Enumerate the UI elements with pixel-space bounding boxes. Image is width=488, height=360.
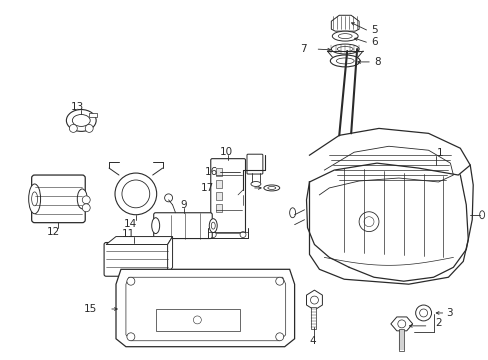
Ellipse shape (151, 218, 160, 234)
FancyBboxPatch shape (153, 213, 212, 239)
Polygon shape (126, 277, 285, 341)
Circle shape (210, 231, 216, 238)
Text: 13: 13 (71, 102, 84, 112)
Circle shape (358, 212, 378, 231)
Bar (216, 192, 222, 200)
Ellipse shape (66, 109, 96, 131)
Circle shape (415, 305, 431, 321)
Circle shape (193, 316, 201, 324)
Circle shape (419, 309, 427, 317)
Ellipse shape (250, 181, 260, 186)
FancyBboxPatch shape (210, 159, 245, 233)
Circle shape (127, 333, 135, 341)
Ellipse shape (332, 31, 357, 41)
Circle shape (69, 125, 77, 132)
Bar (216, 168, 222, 176)
Circle shape (82, 196, 90, 204)
Polygon shape (167, 237, 172, 274)
Ellipse shape (289, 208, 295, 218)
Bar (311, 307, 316, 329)
FancyBboxPatch shape (104, 243, 169, 276)
FancyBboxPatch shape (32, 175, 85, 223)
Circle shape (85, 125, 93, 132)
Ellipse shape (122, 180, 149, 208)
FancyBboxPatch shape (246, 154, 263, 174)
Text: 10: 10 (219, 147, 232, 157)
Ellipse shape (267, 186, 275, 189)
Circle shape (164, 194, 172, 202)
Ellipse shape (32, 192, 38, 206)
Polygon shape (106, 237, 172, 244)
Text: 15: 15 (84, 304, 97, 314)
Polygon shape (331, 15, 358, 31)
Text: 14: 14 (124, 219, 137, 229)
Circle shape (275, 333, 283, 341)
Ellipse shape (209, 219, 217, 233)
Polygon shape (390, 317, 412, 331)
Ellipse shape (29, 184, 41, 214)
Text: 17: 17 (201, 183, 214, 193)
Circle shape (275, 277, 283, 285)
Circle shape (310, 296, 318, 304)
Text: 2: 2 (435, 318, 441, 328)
Ellipse shape (77, 189, 87, 209)
Text: 5: 5 (370, 25, 377, 35)
Bar (398, 329, 403, 351)
Bar (89, 113, 97, 117)
Text: 4: 4 (308, 336, 315, 346)
Bar (155, 309, 240, 331)
Ellipse shape (330, 55, 359, 67)
Text: 3: 3 (446, 308, 452, 318)
Circle shape (397, 320, 405, 328)
Text: 7: 7 (299, 44, 306, 54)
Text: 6: 6 (370, 37, 377, 47)
Bar (216, 204, 222, 212)
Ellipse shape (115, 173, 156, 215)
Ellipse shape (479, 211, 484, 219)
Text: 12: 12 (47, 226, 60, 237)
Circle shape (364, 217, 373, 227)
Ellipse shape (331, 44, 358, 54)
Polygon shape (306, 290, 322, 310)
Ellipse shape (72, 114, 90, 126)
Text: 8: 8 (373, 57, 380, 67)
Ellipse shape (338, 33, 351, 39)
Text: 11: 11 (122, 229, 135, 239)
Circle shape (127, 277, 135, 285)
Text: 9: 9 (180, 200, 186, 210)
Polygon shape (116, 269, 294, 347)
Text: 16: 16 (204, 167, 218, 177)
Bar (216, 180, 222, 188)
Circle shape (240, 231, 245, 238)
Text: 1: 1 (436, 148, 442, 158)
Ellipse shape (264, 185, 279, 191)
Circle shape (82, 204, 90, 212)
Ellipse shape (211, 222, 215, 229)
Ellipse shape (336, 58, 353, 64)
Ellipse shape (337, 46, 352, 51)
